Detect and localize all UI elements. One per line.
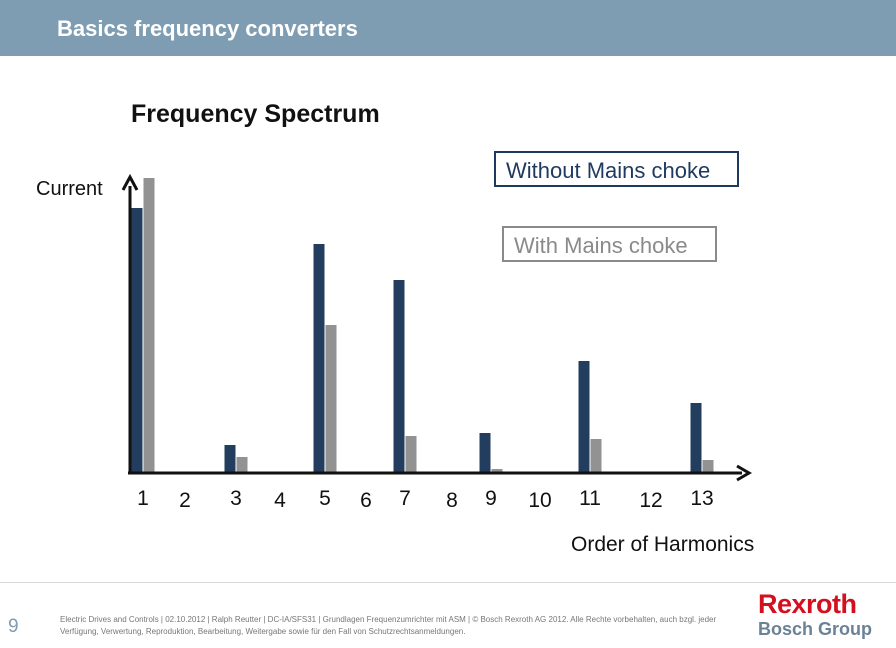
- x-tick-label-6: 6: [360, 489, 372, 512]
- x-axis-arrow: [736, 464, 752, 482]
- footer-copyright: Electric Drives and Controls | 02.10.201…: [60, 615, 717, 636]
- x-tick-label-10: 10: [528, 489, 551, 512]
- x-tick-label-5: 5: [319, 487, 331, 510]
- bar-without-choke-h5: [313, 244, 325, 472]
- bar-with-choke-h9: [491, 469, 503, 472]
- bar-without-choke-h9: [479, 433, 491, 472]
- x-tick-label-9: 9: [485, 487, 497, 510]
- x-axis-label: Order of Harmonics: [571, 533, 755, 556]
- bar-with-choke-h5: [325, 325, 337, 472]
- bar-with-choke-h11: [590, 439, 602, 472]
- logo-rexroth-text: Rexroth: [758, 589, 857, 619]
- bar-without-choke-h13: [690, 403, 702, 472]
- x-tick-label-12: 12: [639, 489, 662, 512]
- rexroth-logo: Rexroth Bosch Group: [758, 589, 888, 640]
- x-tick-label-4: 4: [274, 489, 286, 512]
- bar-without-choke-h3: [224, 445, 236, 472]
- logo-bosch-group-text: Bosch Group: [758, 619, 873, 639]
- bar-without-choke-h1: [131, 208, 143, 472]
- bar-with-choke-h13: [702, 460, 714, 472]
- y-axis-label: Current: [36, 178, 103, 200]
- chart-title: Frequency Spectrum: [131, 100, 380, 128]
- footer-divider: [0, 582, 896, 583]
- x-tick-label-7: 7: [399, 487, 411, 510]
- x-tick-label-1: 1: [137, 487, 149, 510]
- y-axis-arrow: [121, 173, 139, 191]
- x-tick-label-13: 13: [690, 487, 713, 510]
- bar-without-choke-h11: [578, 361, 590, 472]
- x-tick-label-3: 3: [230, 487, 242, 510]
- bar-with-choke-h7: [405, 436, 417, 472]
- bar-with-choke-h3: [236, 457, 248, 472]
- x-tick-label-8: 8: [446, 489, 458, 512]
- legend-with-mains-choke: With Mains choke: [502, 226, 717, 262]
- x-tick-label-11: 11: [579, 487, 601, 510]
- legend-without-mains-choke: Without Mains choke: [494, 151, 739, 187]
- header-bar: Basics frequency converters: [0, 0, 896, 56]
- header-title: Basics frequency converters: [57, 16, 358, 41]
- page-number: 9: [8, 616, 19, 637]
- x-tick-label-2: 2: [179, 489, 191, 512]
- bar-without-choke-h7: [393, 280, 405, 472]
- bar-with-choke-h1: [143, 178, 155, 472]
